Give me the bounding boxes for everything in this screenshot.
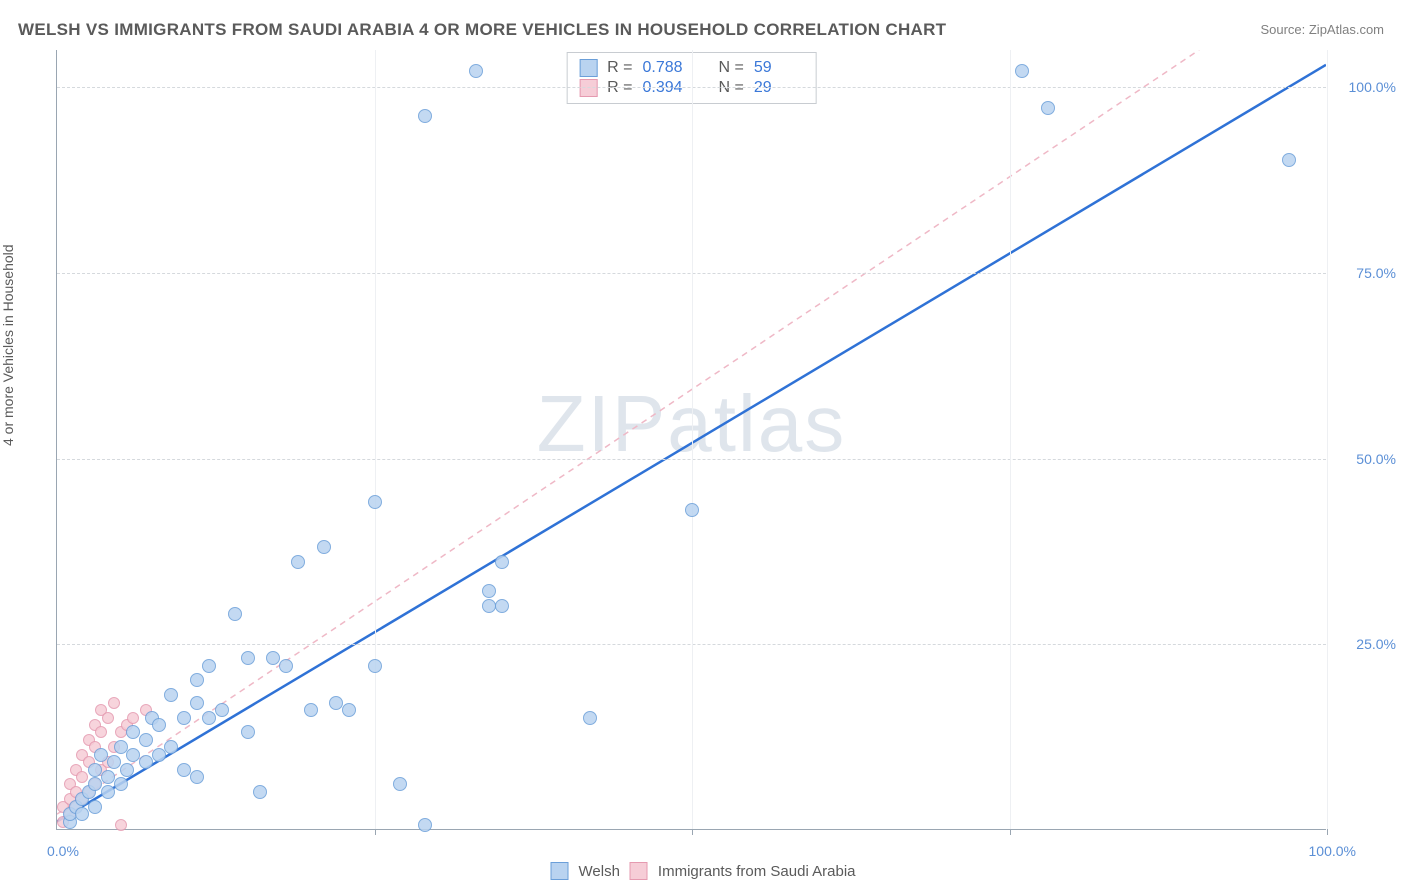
data-point [469, 64, 483, 78]
data-point [152, 718, 166, 732]
data-point [95, 726, 107, 738]
data-point [127, 712, 139, 724]
data-point [1282, 153, 1296, 167]
data-point [164, 740, 178, 754]
data-point [202, 711, 216, 725]
plot-area: ZIPatlas R = 0.788 N = 59 R = 0.394 N = … [56, 50, 1326, 830]
n-label: N = [719, 59, 744, 77]
data-point [495, 599, 509, 613]
y-axis-label: 4 or more Vehicles in Household [0, 244, 16, 446]
data-point [241, 725, 255, 739]
data-point [685, 503, 699, 517]
data-point [342, 703, 356, 717]
data-point [228, 607, 242, 621]
data-point [279, 659, 293, 673]
series-legend: Welsh Immigrants from Saudi Arabia [551, 862, 856, 880]
data-point [495, 555, 509, 569]
legend-label-saudi: Immigrants from Saudi Arabia [658, 863, 856, 880]
chart-title: WELSH VS IMMIGRANTS FROM SAUDI ARABIA 4 … [18, 20, 946, 40]
data-point [418, 818, 432, 832]
legend-swatch-welsh [551, 862, 569, 880]
y-tick-label: 50.0% [1356, 451, 1396, 467]
data-point [75, 807, 89, 821]
data-point [190, 696, 204, 710]
n-value-welsh: 59 [754, 59, 804, 77]
data-point [368, 659, 382, 673]
data-point [241, 651, 255, 665]
data-point [304, 703, 318, 717]
data-point [482, 584, 496, 598]
source-label: Source: ZipAtlas.com [1260, 22, 1384, 37]
data-point [291, 555, 305, 569]
data-point [101, 785, 115, 799]
data-point [202, 659, 216, 673]
r-label: R = [607, 59, 632, 77]
data-point [88, 800, 102, 814]
data-point [190, 770, 204, 784]
data-point [1015, 64, 1029, 78]
data-point [317, 540, 331, 554]
data-point [114, 777, 128, 791]
legend-swatch-saudi [630, 862, 648, 880]
data-point [108, 697, 120, 709]
data-point [190, 673, 204, 687]
data-point [152, 748, 166, 762]
data-point [177, 711, 191, 725]
y-tick-label: 75.0% [1356, 265, 1396, 281]
data-point [102, 712, 114, 724]
data-point [139, 733, 153, 747]
y-tick-label: 25.0% [1356, 636, 1396, 652]
r-value-welsh: 0.788 [643, 59, 693, 77]
correlation-chart: WELSH VS IMMIGRANTS FROM SAUDI ARABIA 4 … [0, 0, 1406, 892]
data-point [418, 109, 432, 123]
data-point [76, 771, 88, 783]
data-point [253, 785, 267, 799]
data-point [115, 819, 127, 831]
swatch-welsh [579, 59, 597, 77]
data-point [120, 763, 134, 777]
data-point [1041, 101, 1055, 115]
data-point [164, 688, 178, 702]
legend-label-welsh: Welsh [579, 863, 620, 880]
data-point [583, 711, 597, 725]
data-point [139, 755, 153, 769]
x-tick-100: 100.0% [1309, 843, 1356, 859]
data-point [393, 777, 407, 791]
x-tick-0: 0.0% [47, 843, 79, 859]
data-point [215, 703, 229, 717]
data-point [368, 495, 382, 509]
y-tick-label: 100.0% [1349, 79, 1396, 95]
